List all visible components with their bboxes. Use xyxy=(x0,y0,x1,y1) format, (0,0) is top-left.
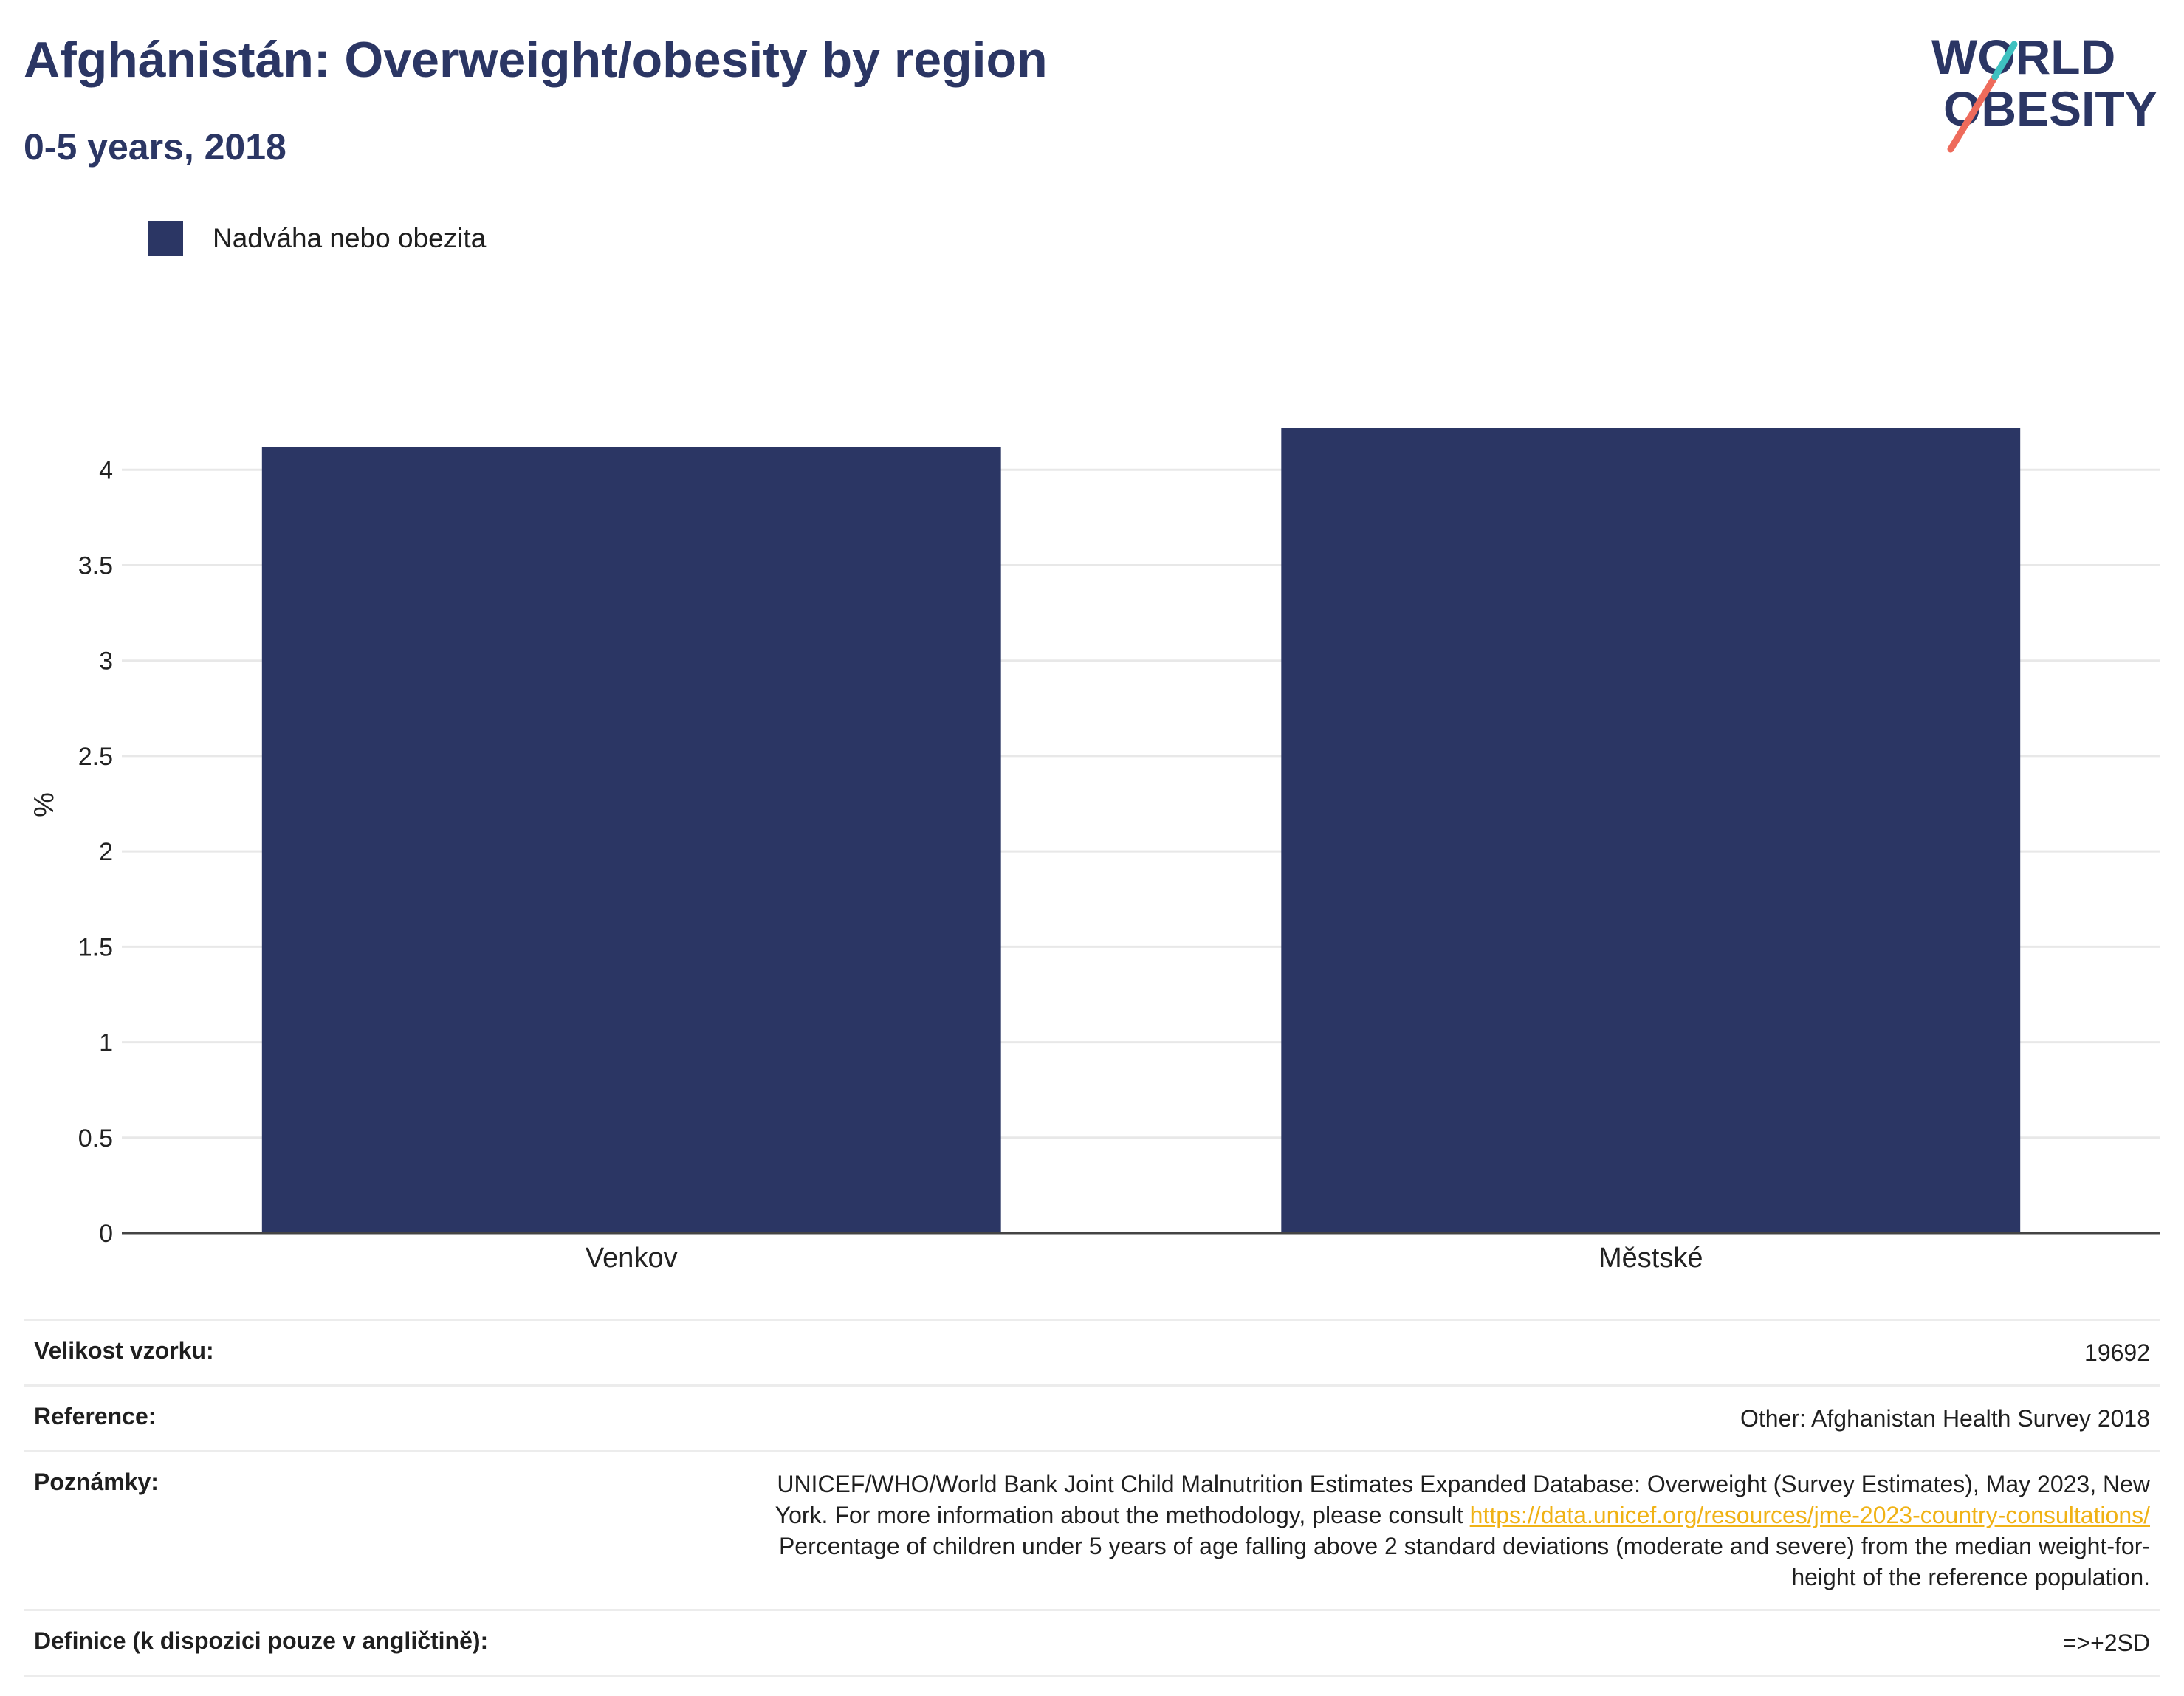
info-table: Velikost vzorku: 19692 Reference: Other:… xyxy=(24,1319,2160,1677)
reference-row: Reference: Other: Afghanistan Health Sur… xyxy=(24,1384,2160,1452)
definition-value: =>+2SD xyxy=(605,1609,2160,1677)
y-tick-label: 0.5 xyxy=(78,1125,113,1153)
sample-size-value: 19692 xyxy=(605,1319,2160,1387)
y-tick-label: 1.5 xyxy=(78,933,113,961)
definition-label: Definice (k dispozici pouze v angličtině… xyxy=(24,1609,605,1677)
y-tick-label: 2 xyxy=(99,838,113,866)
notes-line-3: Percentage of children under 5 years of … xyxy=(778,1533,2150,1559)
reference-label: Reference: xyxy=(24,1384,605,1452)
chart-legend: Nadváha nebo obezita xyxy=(148,220,486,257)
bar xyxy=(1281,428,2021,1233)
y-tick-label: 2.5 xyxy=(78,743,113,771)
bar-chart: 0 0.5 1 1.5 2 2.5 3 3.5 4% Venkov Městské xyxy=(29,428,2160,1274)
y-axis-title: % xyxy=(29,792,60,817)
y-tick-label: 4 xyxy=(99,456,113,484)
y-tick-label: 3 xyxy=(99,648,113,676)
notes-line-1: UNICEF/WHO/World Bank Joint Child Malnut… xyxy=(777,1471,2150,1497)
chart-subtitle: 0-5 years, 2018 xyxy=(24,126,286,168)
notes-link[interactable]: https://data.unicef.org/resources/jme-20… xyxy=(1469,1502,2150,1528)
y-tick-label: 1 xyxy=(99,1029,113,1057)
notes-line-4: height of the reference population. xyxy=(1791,1564,2150,1590)
reference-value: Other: Afghanistan Health Survey 2018 xyxy=(605,1384,2160,1452)
sample-size-row: Velikost vzorku: 19692 xyxy=(24,1319,2160,1387)
y-tick-label: 0 xyxy=(99,1220,113,1248)
bar xyxy=(261,447,1001,1233)
legend-swatch xyxy=(148,221,183,256)
sample-size-label: Velikost vzorku: xyxy=(24,1319,605,1387)
legend-label: Nadváha nebo obezita xyxy=(213,223,487,253)
notes-row: Poznámky: UNICEF/WHO/World Bank Joint Ch… xyxy=(24,1450,2160,1611)
x-tick-label: Venkov xyxy=(586,1243,678,1274)
definition-row: Definice (k dispozici pouze v angličtině… xyxy=(24,1609,2160,1677)
notes-line-2: York. For more information about the met… xyxy=(775,1502,1463,1528)
world-obesity-logo: WORLD OBESITY xyxy=(1931,30,2157,153)
notes-value: UNICEF/WHO/World Bank Joint Child Malnut… xyxy=(605,1450,2160,1611)
y-tick-label: 3.5 xyxy=(78,552,113,580)
svg-text:WORLD: WORLD xyxy=(1931,30,2115,84)
x-tick-label: Městské xyxy=(1598,1243,1703,1274)
notes-label: Poznámky: xyxy=(24,1450,605,1611)
chart-title: Afghánistán: Overweight/obesity by regio… xyxy=(24,32,1048,88)
